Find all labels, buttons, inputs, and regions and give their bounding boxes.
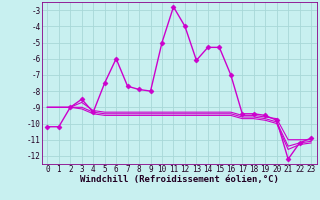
X-axis label: Windchill (Refroidissement éolien,°C): Windchill (Refroidissement éolien,°C) (80, 175, 279, 184)
